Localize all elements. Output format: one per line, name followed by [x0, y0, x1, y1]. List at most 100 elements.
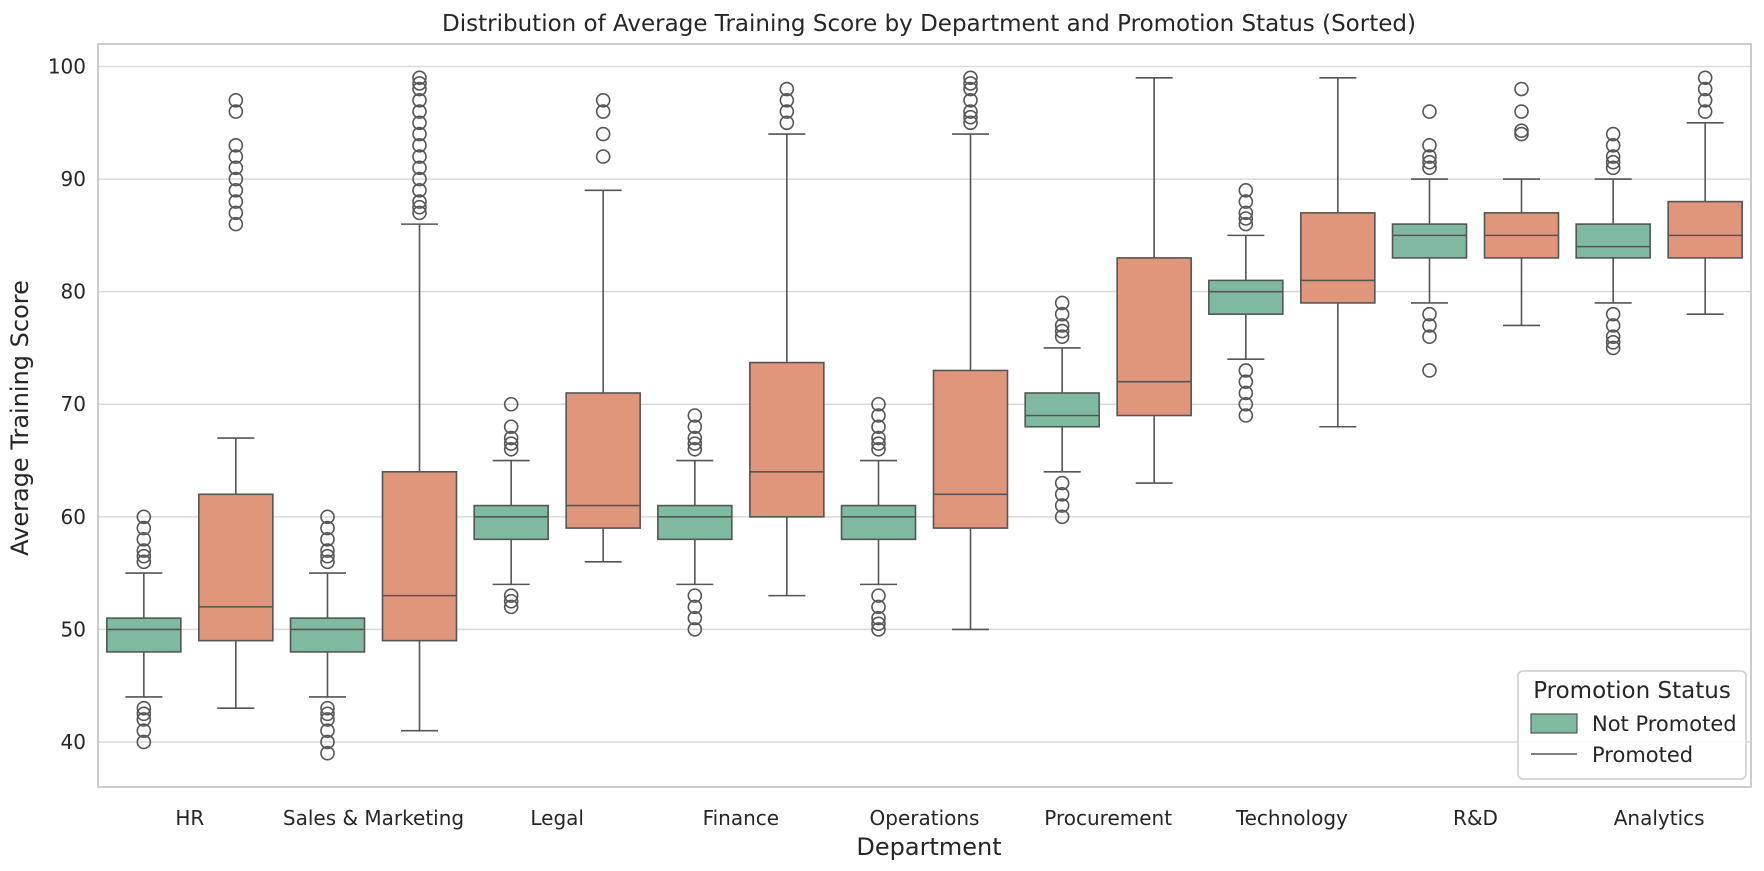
x-axis-label: Department [856, 833, 1001, 861]
outlier-point [503, 419, 519, 435]
outlier-point [687, 408, 703, 423]
y-tick-label: 100 [48, 55, 86, 79]
outlier-point [595, 149, 611, 164]
y-tick-label: 50 [61, 617, 86, 641]
outlier-point [779, 104, 795, 119]
outlier-point [136, 712, 152, 727]
outlier-point [412, 138, 427, 153]
outlier-point [1605, 138, 1621, 153]
outlier-point [1422, 104, 1437, 119]
outlier-point [228, 205, 244, 221]
outlier-point [412, 92, 427, 108]
outlier-point [871, 599, 886, 615]
box-sales-and-marketing-promoted [381, 70, 458, 732]
outlier-point [1054, 498, 1070, 513]
outlier-point [1422, 138, 1437, 153]
outlier-point [320, 745, 335, 761]
outlier-point [963, 115, 978, 131]
outlier-point [779, 115, 795, 131]
outlier-point [871, 588, 886, 603]
outlier-point [320, 734, 335, 750]
outlier-point [136, 520, 152, 536]
outlier-point [228, 138, 244, 153]
outlier-point [687, 441, 703, 457]
outlier-point [1514, 104, 1529, 119]
outlier-point [412, 194, 427, 209]
box-legal-not-promoted [473, 396, 549, 615]
outlier-point [1238, 205, 1254, 221]
outlier-point [1697, 92, 1713, 108]
box-iqr [381, 470, 458, 642]
y-tick-label: 90 [61, 167, 86, 191]
outlier-point [687, 419, 703, 435]
outlier-point [136, 543, 152, 558]
outlier-point [871, 419, 886, 435]
outlier-point [1514, 126, 1529, 142]
outlier-point [1605, 335, 1621, 350]
outlier-point [687, 430, 703, 446]
box-analytics-promoted [1667, 70, 1743, 315]
box-technology-promoted [1300, 76, 1376, 428]
outlier-point [1238, 408, 1254, 423]
outlier-point [871, 610, 886, 626]
outlier-point [871, 436, 886, 451]
outlier-point [1238, 374, 1254, 390]
outlier-point [963, 104, 978, 119]
outlier-point [779, 92, 795, 108]
outlier-point [1605, 126, 1621, 142]
outlier-point [412, 126, 427, 142]
x-tick-label: Procurement [1044, 806, 1172, 830]
box-iqr [1116, 257, 1192, 417]
outlier-point [687, 599, 703, 615]
outlier-point [228, 104, 244, 119]
outlier-point [412, 183, 427, 198]
legend: Promotion Status Not Promoted Promoted [1517, 670, 1747, 780]
outlier-point [136, 723, 152, 739]
outlier-point [687, 610, 703, 626]
outlier-point [1054, 295, 1070, 311]
outlier-point [871, 396, 886, 412]
outlier-point [1697, 104, 1713, 119]
outlier-point [412, 199, 427, 215]
box-analytics-not-promoted [1575, 126, 1651, 356]
outlier-point [412, 171, 427, 187]
x-tick-label: Operations [870, 806, 980, 830]
outlier-point [320, 554, 335, 570]
box-randd-not-promoted [1391, 104, 1468, 378]
legend-title: Promotion Status [1533, 678, 1731, 704]
outlier-point [1422, 154, 1437, 170]
legend-label-not-promoted: Not Promoted [1592, 712, 1737, 736]
outlier-point [136, 734, 152, 750]
outlier-point [1054, 475, 1070, 491]
outlier-point [1605, 340, 1621, 356]
outlier-point [503, 599, 519, 615]
x-tick-label: Analytics [1614, 806, 1705, 830]
outlier-point [963, 76, 978, 91]
outlier-point [228, 92, 244, 108]
outlier-point [320, 706, 335, 722]
outlier-point [1605, 149, 1621, 164]
outlier-point [320, 548, 335, 564]
outlier-point [1054, 509, 1070, 525]
y-tick-label: 80 [61, 280, 86, 304]
box-iqr [289, 617, 366, 653]
outlier-point [595, 126, 611, 142]
outlier-point [871, 408, 886, 423]
outlier-point [136, 554, 152, 570]
outlier-point [1605, 160, 1621, 176]
outlier-point [228, 194, 244, 209]
outlier-point [1514, 81, 1529, 97]
box-iqr [1208, 279, 1284, 315]
outlier-point [1605, 306, 1621, 322]
outlier-point [136, 532, 152, 547]
outlier-point [1422, 149, 1437, 164]
y-tick-label: 70 [61, 392, 86, 416]
outlier-point [412, 70, 427, 86]
legend-frame [1517, 670, 1747, 780]
outlier-point [1238, 183, 1254, 198]
outlier-point [963, 92, 978, 108]
outlier-point [1238, 211, 1254, 226]
outlier-point [1238, 194, 1254, 209]
outlier-point [228, 160, 244, 176]
outlier-point [1422, 329, 1437, 344]
